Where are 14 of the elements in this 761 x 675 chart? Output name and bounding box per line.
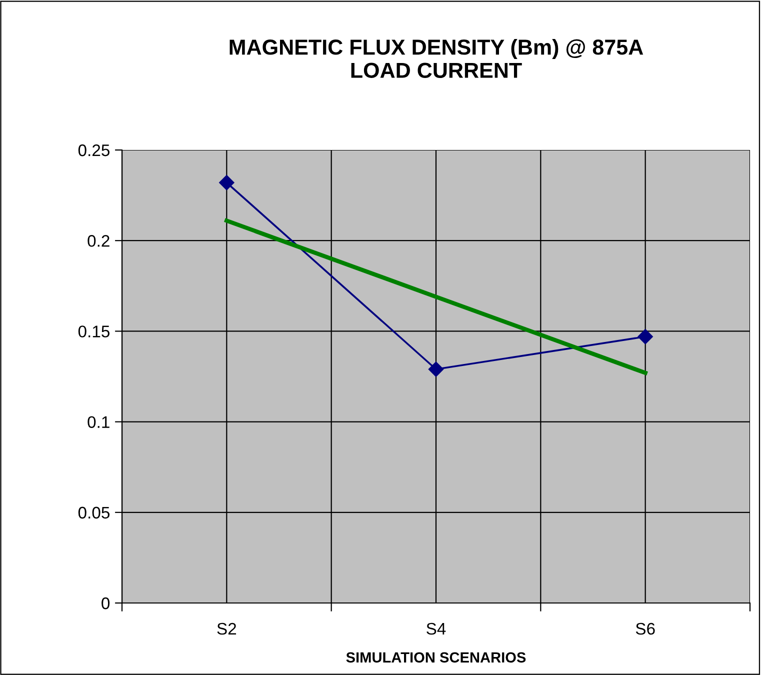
y-tick-label: 0.15 [78,326,110,338]
y-tick-label: 0.1 [88,416,110,428]
y-tick-label: 0 [102,597,110,610]
y-tick-label: 0.05 [78,506,110,519]
x-tick-label: S6 [636,622,655,635]
y-tick-label: 0.25 [78,144,110,156]
chart-title: MAGNETIC FLUX DENSITY (Bm) @ 875A LOAD CURRENT [230,38,644,78]
x-tick-label: S4 [426,622,446,635]
y-tick-label: 0.2 [88,235,110,247]
point [428,362,444,377]
x-axis-title: SIMULATION SCENARIOS [346,652,526,663]
x-tick-label: S2 [217,622,236,635]
point [638,329,653,344]
point [219,175,234,190]
